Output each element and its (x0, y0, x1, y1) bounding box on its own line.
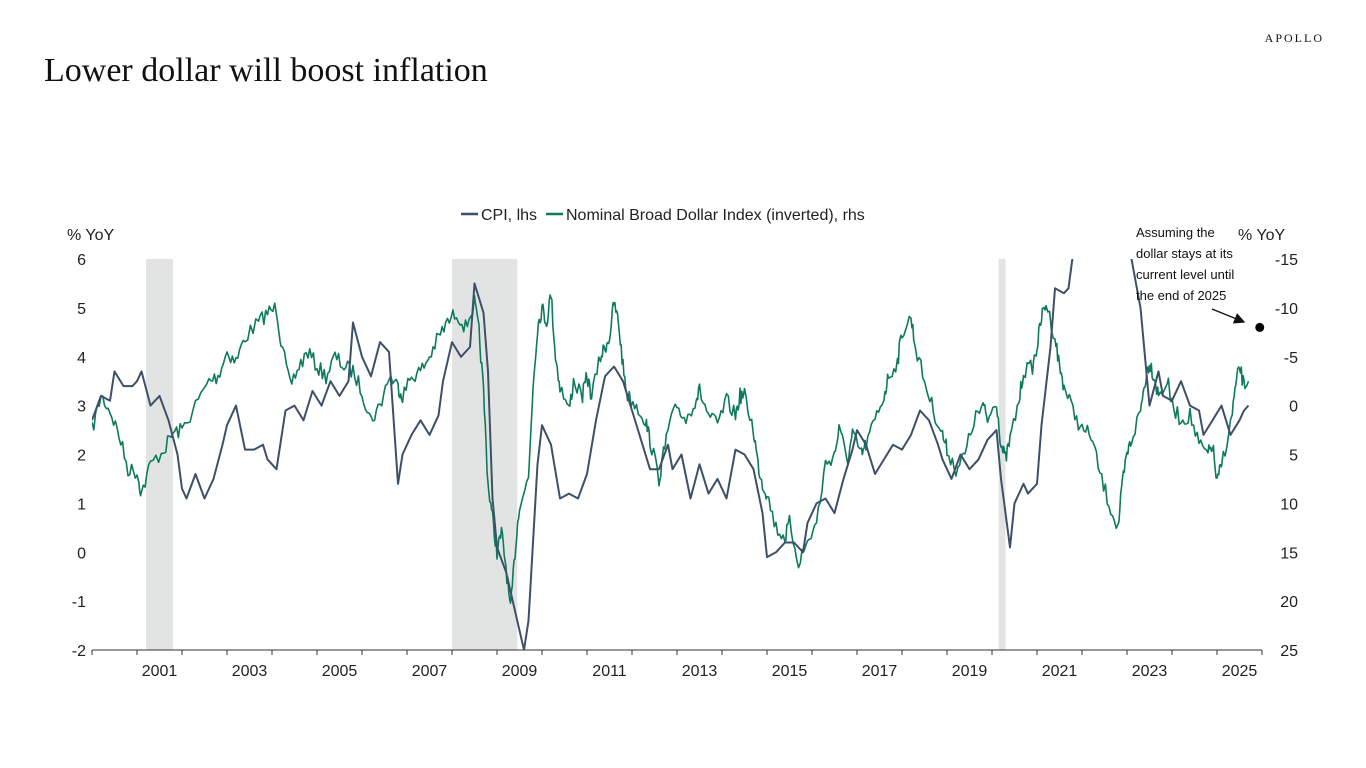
right-tick-label: 15 (1280, 545, 1298, 562)
x-tick-label: 2011 (592, 663, 627, 680)
right-tick-label: -5 (1284, 350, 1298, 367)
right-tick-label: -10 (1275, 301, 1298, 318)
legend: CPI, lhs Nominal Broad Dollar Index (inv… (461, 207, 865, 224)
right-tick-label: 20 (1280, 594, 1298, 611)
right-axis-ticks: -15 -10 -5 0 5 10 15 20 25 (1275, 252, 1298, 660)
x-tick-label: 2007 (412, 663, 448, 680)
annotation-marker (1255, 322, 1265, 332)
left-tick-label: 4 (77, 350, 86, 367)
left-axis-ticks: 6 5 4 3 2 1 0 -1 -2 (72, 252, 86, 660)
left-tick-label: -2 (72, 643, 86, 660)
annotation-line-1: Assuming the (1136, 225, 1215, 240)
recession-bar-0 (146, 259, 173, 650)
x-tick-label: 2003 (232, 663, 268, 680)
right-tick-label: 25 (1280, 643, 1298, 660)
left-tick-label: 3 (77, 399, 86, 416)
left-tick-label: 1 (77, 496, 86, 513)
annotation-arrow (1211, 308, 1246, 324)
left-tick-label: 0 (77, 545, 86, 562)
right-tick-label: -15 (1275, 252, 1298, 269)
x-tick-label: 2009 (502, 663, 538, 680)
left-tick-label: 2 (77, 448, 86, 465)
apollo-logo: APOLLO (1264, 31, 1324, 45)
x-tick-label: 2019 (952, 663, 988, 680)
chart-title: Lower dollar will boost inflation (44, 52, 488, 89)
annotation: Assuming the dollar stays at its current… (1136, 225, 1265, 332)
series (92, 259, 1250, 650)
annotation-line-2: dollar stays at its (1136, 246, 1233, 261)
x-tick-label: 2017 (862, 663, 898, 680)
x-axis-ticks: 2001 2003 2005 2007 2009 2011 2013 2015 2017 2019… (91, 650, 1263, 680)
recession-bar-2 (998, 259, 1006, 650)
right-tick-label: 0 (1289, 399, 1298, 416)
right-tick-label: 10 (1280, 496, 1298, 513)
left-tick-label: 5 (77, 301, 86, 318)
legend-cpi-label: CPI, lhs (481, 207, 537, 224)
annotation-line-4: the end of 2025 (1136, 288, 1226, 303)
left-tick-label: -1 (72, 594, 86, 611)
annotation-line-3: current level until (1136, 267, 1234, 282)
recession-shading (146, 259, 1006, 650)
x-tick-label: 2005 (322, 663, 358, 680)
x-tick-label: 2025 (1222, 663, 1258, 680)
right-tick-label: 5 (1289, 448, 1298, 465)
x-tick-label: 2001 (142, 663, 178, 680)
x-tick-label: 2021 (1042, 663, 1078, 680)
legend-dollar-label: Nominal Broad Dollar Index (inverted), r… (566, 207, 865, 224)
left-axis-label: % YoY (67, 227, 114, 244)
x-tick-label: 2023 (1132, 663, 1168, 680)
series-dollar-line (92, 294, 1250, 604)
right-axis-label: % YoY (1238, 227, 1285, 244)
left-tick-label: 6 (77, 252, 86, 269)
series-cpi-line (92, 259, 1250, 650)
x-tick-label: 2015 (772, 663, 808, 680)
x-tick-label: 2013 (682, 663, 718, 680)
